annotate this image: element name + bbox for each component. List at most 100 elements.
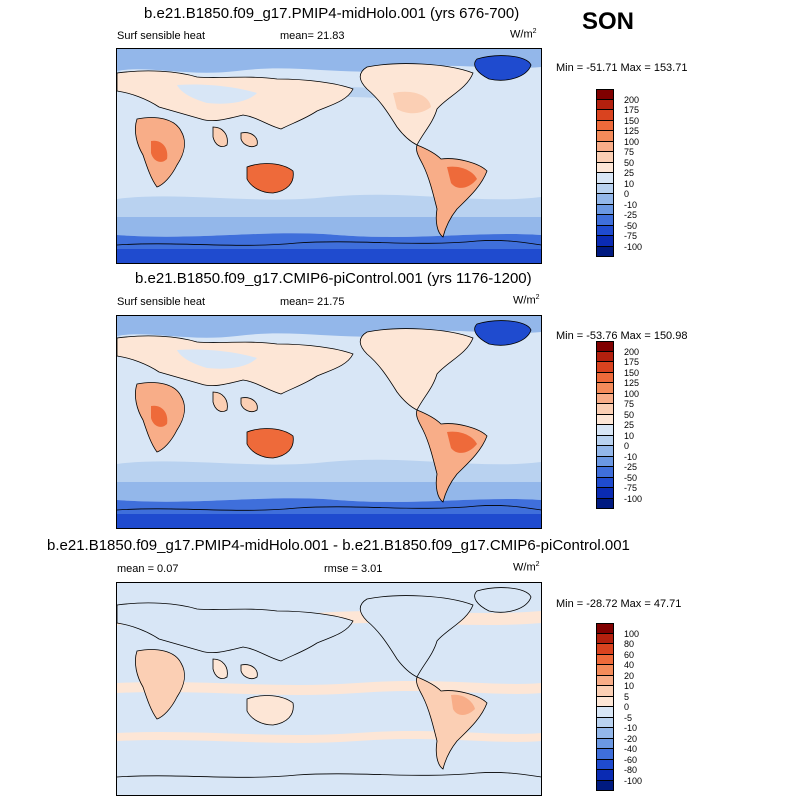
panel2-unit-label: W/m2 [513, 294, 540, 307]
colorbar-swatch [596, 110, 614, 121]
colorbar-swatch [596, 717, 614, 728]
colorbar-swatch [596, 393, 614, 404]
colorbar-swatch [596, 341, 614, 352]
colorbar-swatch [596, 404, 614, 415]
colorbar-tick-label: 0 [624, 441, 630, 451]
panel2-map [116, 315, 542, 529]
colorbar-tick-label: -25 [624, 462, 638, 472]
colorbar-swatch [596, 383, 614, 394]
colorbar-tick-label: -50 [624, 220, 638, 231]
colorbar-swatch [596, 477, 614, 488]
colorbar-swatch [596, 204, 614, 215]
colorbar-swatch [596, 623, 614, 634]
colorbar-swatch [596, 183, 614, 194]
colorbar-tick-label: 0 [624, 702, 630, 712]
panel1-colorbar [596, 89, 614, 257]
colorbar-tick-label: 10 [624, 430, 635, 441]
colorbar-swatch [596, 194, 614, 205]
colorbar-swatch [596, 686, 614, 697]
colorbar-tick-label: -10 [624, 723, 638, 733]
colorbar-swatch [596, 173, 614, 184]
colorbar-swatch [596, 654, 614, 665]
panel3-unit-label: W/m2 [513, 561, 540, 574]
arctic-band [117, 49, 541, 73]
colorbar-tick-label: -20 [624, 733, 638, 744]
colorbar-swatch [596, 435, 614, 446]
colorbar-swatch [596, 246, 614, 257]
colorbar-tick-label: 125 [624, 378, 640, 388]
greenland [474, 55, 532, 81]
colorbar-swatch [596, 99, 614, 110]
australia [246, 163, 294, 194]
panel2-variable-label: Surf sensible heat [117, 296, 206, 308]
colorbar-swatch [596, 738, 614, 749]
colorbar-tick-label: 100 [624, 388, 640, 399]
colorbar-tick-label: 10 [624, 178, 635, 189]
colorbar-tick-label: -40 [624, 744, 638, 754]
panel1-map-svg [117, 49, 541, 263]
panel3-map-svg [117, 583, 541, 795]
colorbar-swatch [596, 759, 614, 770]
colorbar-swatch [596, 425, 614, 436]
colorbar-tick-label: 5 [624, 691, 630, 702]
colorbar-tick-label: -75 [624, 483, 638, 493]
colorbar-tick-label: -25 [624, 210, 638, 220]
colorbar-swatch [596, 707, 614, 718]
colorbar-swatch [596, 675, 614, 686]
panel2-minmax-label: Min = -53.76 Max = 150.98 [556, 330, 688, 342]
colorbar-tick-label: 10 [624, 681, 635, 691]
panel1-title: b.e21.B1850.f09_g17.PMIP4-midHolo.001 (y… [144, 5, 520, 22]
colorbar-tick-label: -75 [624, 231, 638, 241]
colorbar-swatch [596, 152, 614, 163]
colorbar-tick-label: -100 [624, 775, 643, 786]
colorbar-swatch [596, 633, 614, 644]
colorbar-swatch [596, 467, 614, 478]
colorbar-tick-label: -60 [624, 754, 638, 765]
colorbar-swatch [596, 728, 614, 739]
colorbar-swatch [596, 89, 614, 100]
colorbar-swatch [596, 351, 614, 362]
colorbar-tick-label: 200 [624, 346, 640, 357]
panel1-minmax-label: Min = -51.71 Max = 153.71 [556, 62, 688, 74]
colorbar-tick-label: -100 [624, 241, 643, 252]
panel1-unit-label: W/m2 [510, 28, 537, 41]
colorbar-swatch [596, 362, 614, 373]
colorbar-swatch [596, 120, 614, 131]
colorbar-swatch [596, 131, 614, 142]
colorbar-tick-label: 125 [624, 126, 640, 136]
colorbar-tick-label: 20 [624, 670, 635, 681]
panel2-map-svg [117, 316, 541, 528]
colorbar-tick-label: 50 [624, 157, 635, 168]
colorbar-tick-label: 50 [624, 409, 635, 420]
panel3-title: b.e21.B1850.f09_g17.PMIP4-midHolo.001 - … [47, 537, 630, 554]
panel3-mean-label: mean = 0.07 [117, 563, 179, 575]
panel3-map [116, 582, 542, 796]
colorbar-tick-label: -10 [624, 451, 638, 462]
colorbar-tick-label: 75 [624, 399, 635, 409]
season-label: SON [582, 8, 635, 35]
colorbar-swatch [596, 665, 614, 676]
colorbar-swatch [596, 372, 614, 383]
colorbar-tick-label: 40 [624, 660, 635, 670]
panel2-title: b.e21.B1850.f09_g17.CMIP6-piControl.001 … [135, 270, 532, 287]
colorbar-swatch [596, 696, 614, 707]
colorbar-swatch [596, 456, 614, 467]
colorbar-tick-label: 175 [624, 357, 640, 367]
colorbar-tick-label: 100 [624, 136, 640, 147]
colorbar-tick-label: 175 [624, 105, 640, 115]
colorbar-swatch [596, 414, 614, 425]
colorbar-tick-label: -5 [624, 712, 633, 723]
colorbar-swatch [596, 141, 614, 152]
colorbar-swatch [596, 644, 614, 655]
colorbar-swatch [596, 225, 614, 236]
colorbar-tick-label: 60 [624, 649, 635, 660]
panel3-minmax-label: Min = -28.72 Max = 47.71 [556, 598, 682, 610]
panel3-colorbar [596, 623, 614, 791]
colorbar-swatch [596, 770, 614, 781]
colorbar-swatch [596, 215, 614, 226]
panel3-rmse-label: rmse = 3.01 [324, 563, 383, 575]
panel1-map [116, 48, 542, 264]
colorbar-swatch [596, 162, 614, 173]
panel1-mean-label: mean= 21.83 [280, 30, 345, 42]
colorbar-tick-label: -50 [624, 472, 638, 483]
